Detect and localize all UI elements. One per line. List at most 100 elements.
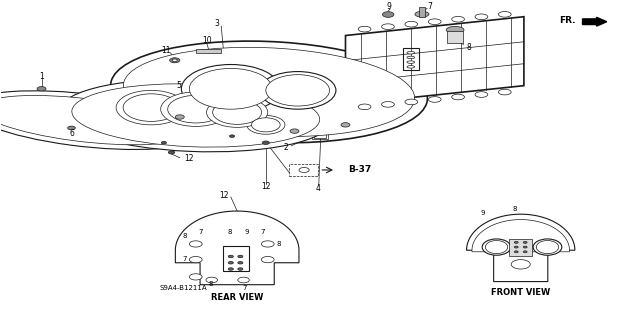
Text: S9A4-B1211A: S9A4-B1211A [159, 285, 207, 291]
Ellipse shape [116, 90, 186, 125]
Text: 5: 5 [176, 80, 181, 90]
Text: 7: 7 [427, 2, 432, 11]
Ellipse shape [452, 17, 465, 22]
Ellipse shape [175, 115, 184, 119]
Ellipse shape [407, 61, 415, 63]
Text: 12: 12 [220, 191, 229, 200]
Ellipse shape [511, 260, 531, 269]
Bar [403, 48, 419, 70]
FancyArrow shape [582, 17, 607, 26]
Text: FRONT VIEW: FRONT VIEW [491, 288, 550, 297]
Ellipse shape [515, 241, 518, 243]
Ellipse shape [206, 277, 218, 283]
Bar [312, 133, 328, 139]
Ellipse shape [252, 118, 280, 132]
Text: 12: 12 [261, 182, 271, 191]
Text: 10: 10 [202, 36, 211, 45]
Ellipse shape [168, 95, 224, 123]
Ellipse shape [212, 100, 262, 124]
Bar [314, 134, 326, 138]
Ellipse shape [68, 126, 76, 130]
Ellipse shape [238, 255, 243, 258]
Text: B-37: B-37 [349, 166, 372, 174]
Ellipse shape [485, 241, 508, 254]
Text: FR.: FR. [559, 16, 575, 25]
Ellipse shape [515, 251, 518, 253]
Ellipse shape [111, 41, 428, 143]
Text: 6: 6 [69, 129, 74, 138]
Text: 1: 1 [39, 72, 44, 81]
Bar [154, 139, 173, 147]
Ellipse shape [415, 11, 429, 17]
Ellipse shape [37, 86, 46, 91]
Ellipse shape [124, 47, 415, 137]
Ellipse shape [123, 94, 179, 122]
Ellipse shape [475, 92, 488, 97]
Ellipse shape [238, 268, 243, 270]
Ellipse shape [170, 58, 180, 63]
Ellipse shape [168, 151, 175, 154]
Ellipse shape [72, 84, 319, 147]
Text: 8: 8 [276, 241, 281, 247]
Text: REAR VIEW: REAR VIEW [211, 293, 263, 302]
Ellipse shape [230, 135, 235, 137]
Polygon shape [175, 211, 299, 285]
Ellipse shape [161, 141, 166, 144]
Ellipse shape [446, 26, 464, 33]
Ellipse shape [452, 94, 465, 100]
Ellipse shape [59, 79, 332, 152]
Ellipse shape [524, 251, 527, 253]
Ellipse shape [358, 26, 371, 32]
Text: 11: 11 [161, 46, 170, 55]
Ellipse shape [261, 256, 274, 263]
Ellipse shape [189, 256, 202, 263]
Bar [223, 133, 242, 140]
Polygon shape [467, 214, 575, 282]
Bar [223, 246, 248, 271]
Text: 8: 8 [208, 281, 212, 287]
Text: 9: 9 [480, 210, 484, 216]
Ellipse shape [428, 19, 441, 25]
Ellipse shape [405, 21, 418, 27]
Text: 8: 8 [227, 229, 232, 235]
Ellipse shape [228, 268, 234, 270]
Ellipse shape [262, 141, 269, 145]
Ellipse shape [266, 75, 330, 106]
Ellipse shape [524, 246, 527, 248]
Ellipse shape [515, 246, 518, 248]
Ellipse shape [475, 14, 488, 19]
Text: 7: 7 [243, 285, 247, 291]
Ellipse shape [499, 11, 511, 17]
Bar [447, 31, 463, 43]
Ellipse shape [407, 51, 415, 54]
Ellipse shape [181, 64, 280, 113]
Text: 2: 2 [284, 143, 289, 152]
Text: 9: 9 [387, 2, 391, 11]
Ellipse shape [189, 241, 202, 247]
Ellipse shape [536, 241, 559, 254]
Bar [221, 132, 244, 140]
Ellipse shape [238, 262, 243, 264]
Ellipse shape [259, 71, 336, 109]
Bar [196, 49, 221, 53]
Ellipse shape [358, 104, 371, 110]
Ellipse shape [290, 129, 299, 133]
Text: 7: 7 [260, 229, 265, 235]
Bar [156, 140, 172, 146]
Ellipse shape [207, 97, 268, 127]
Text: 7: 7 [198, 229, 202, 235]
Bar [509, 239, 532, 256]
Ellipse shape [407, 66, 415, 68]
Text: 9: 9 [244, 229, 249, 235]
Text: 8: 8 [466, 43, 471, 52]
Bar [289, 164, 318, 176]
Text: 8: 8 [182, 233, 186, 239]
Polygon shape [472, 219, 570, 252]
Ellipse shape [381, 24, 394, 29]
Ellipse shape [533, 239, 562, 255]
Ellipse shape [0, 95, 189, 145]
Text: 4: 4 [316, 184, 321, 193]
Text: 8: 8 [512, 206, 516, 212]
Ellipse shape [381, 101, 394, 107]
Ellipse shape [161, 92, 231, 126]
